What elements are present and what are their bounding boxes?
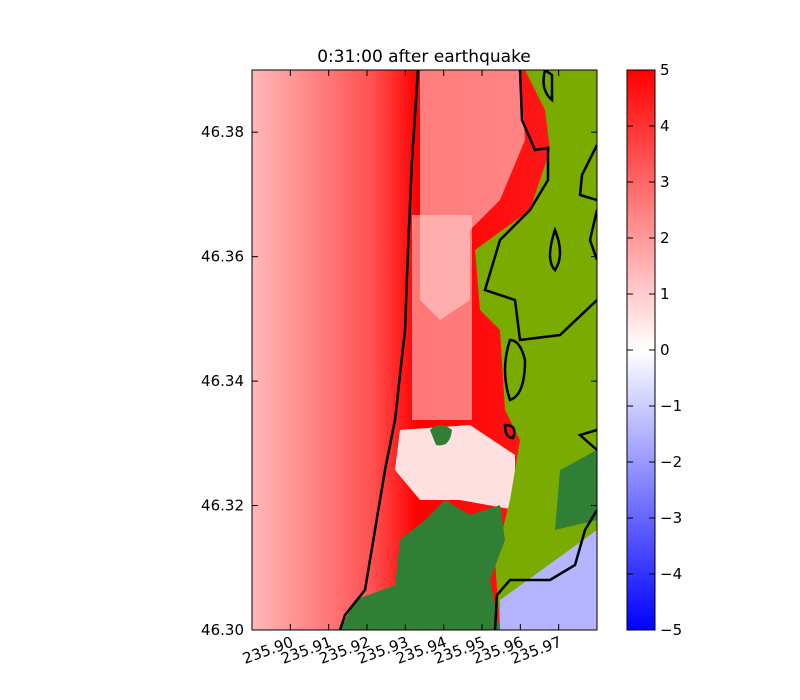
flooded-area (395, 425, 515, 510)
colorbar-tick-label: 3 (660, 173, 670, 191)
colorbar-tick-label: −1 (660, 397, 682, 415)
map (252, 70, 597, 630)
y-tick-label: 46.38 (201, 123, 244, 141)
y-tick-label: 46.30 (201, 621, 244, 639)
y-tick-label: 46.34 (201, 372, 244, 390)
colorbar-tick-label: 2 (660, 229, 670, 247)
colorbar-tick-label: −5 (660, 621, 682, 639)
chart-title: 0:31:00 after earthquake (317, 47, 531, 67)
dry-land (340, 500, 505, 630)
colorbar-tick-label: −2 (660, 453, 682, 471)
colorbar-tick-label: −4 (660, 565, 682, 583)
colorbar-tick-label: 4 (660, 117, 670, 135)
colorbar-tick-label: 1 (660, 285, 670, 303)
colorbar-tick-label: 5 (660, 61, 670, 79)
dry-land (430, 425, 452, 446)
dry-land (555, 450, 597, 530)
y-tick-label: 46.36 (201, 248, 244, 266)
plot-frame (251, 69, 598, 631)
colorbar-tick-label: 0 (660, 341, 670, 359)
surge-zone (420, 70, 525, 320)
y-tick-label: 46.32 (201, 497, 244, 515)
colorbar-tick-label: −3 (660, 509, 682, 527)
coastline (338, 70, 597, 630)
